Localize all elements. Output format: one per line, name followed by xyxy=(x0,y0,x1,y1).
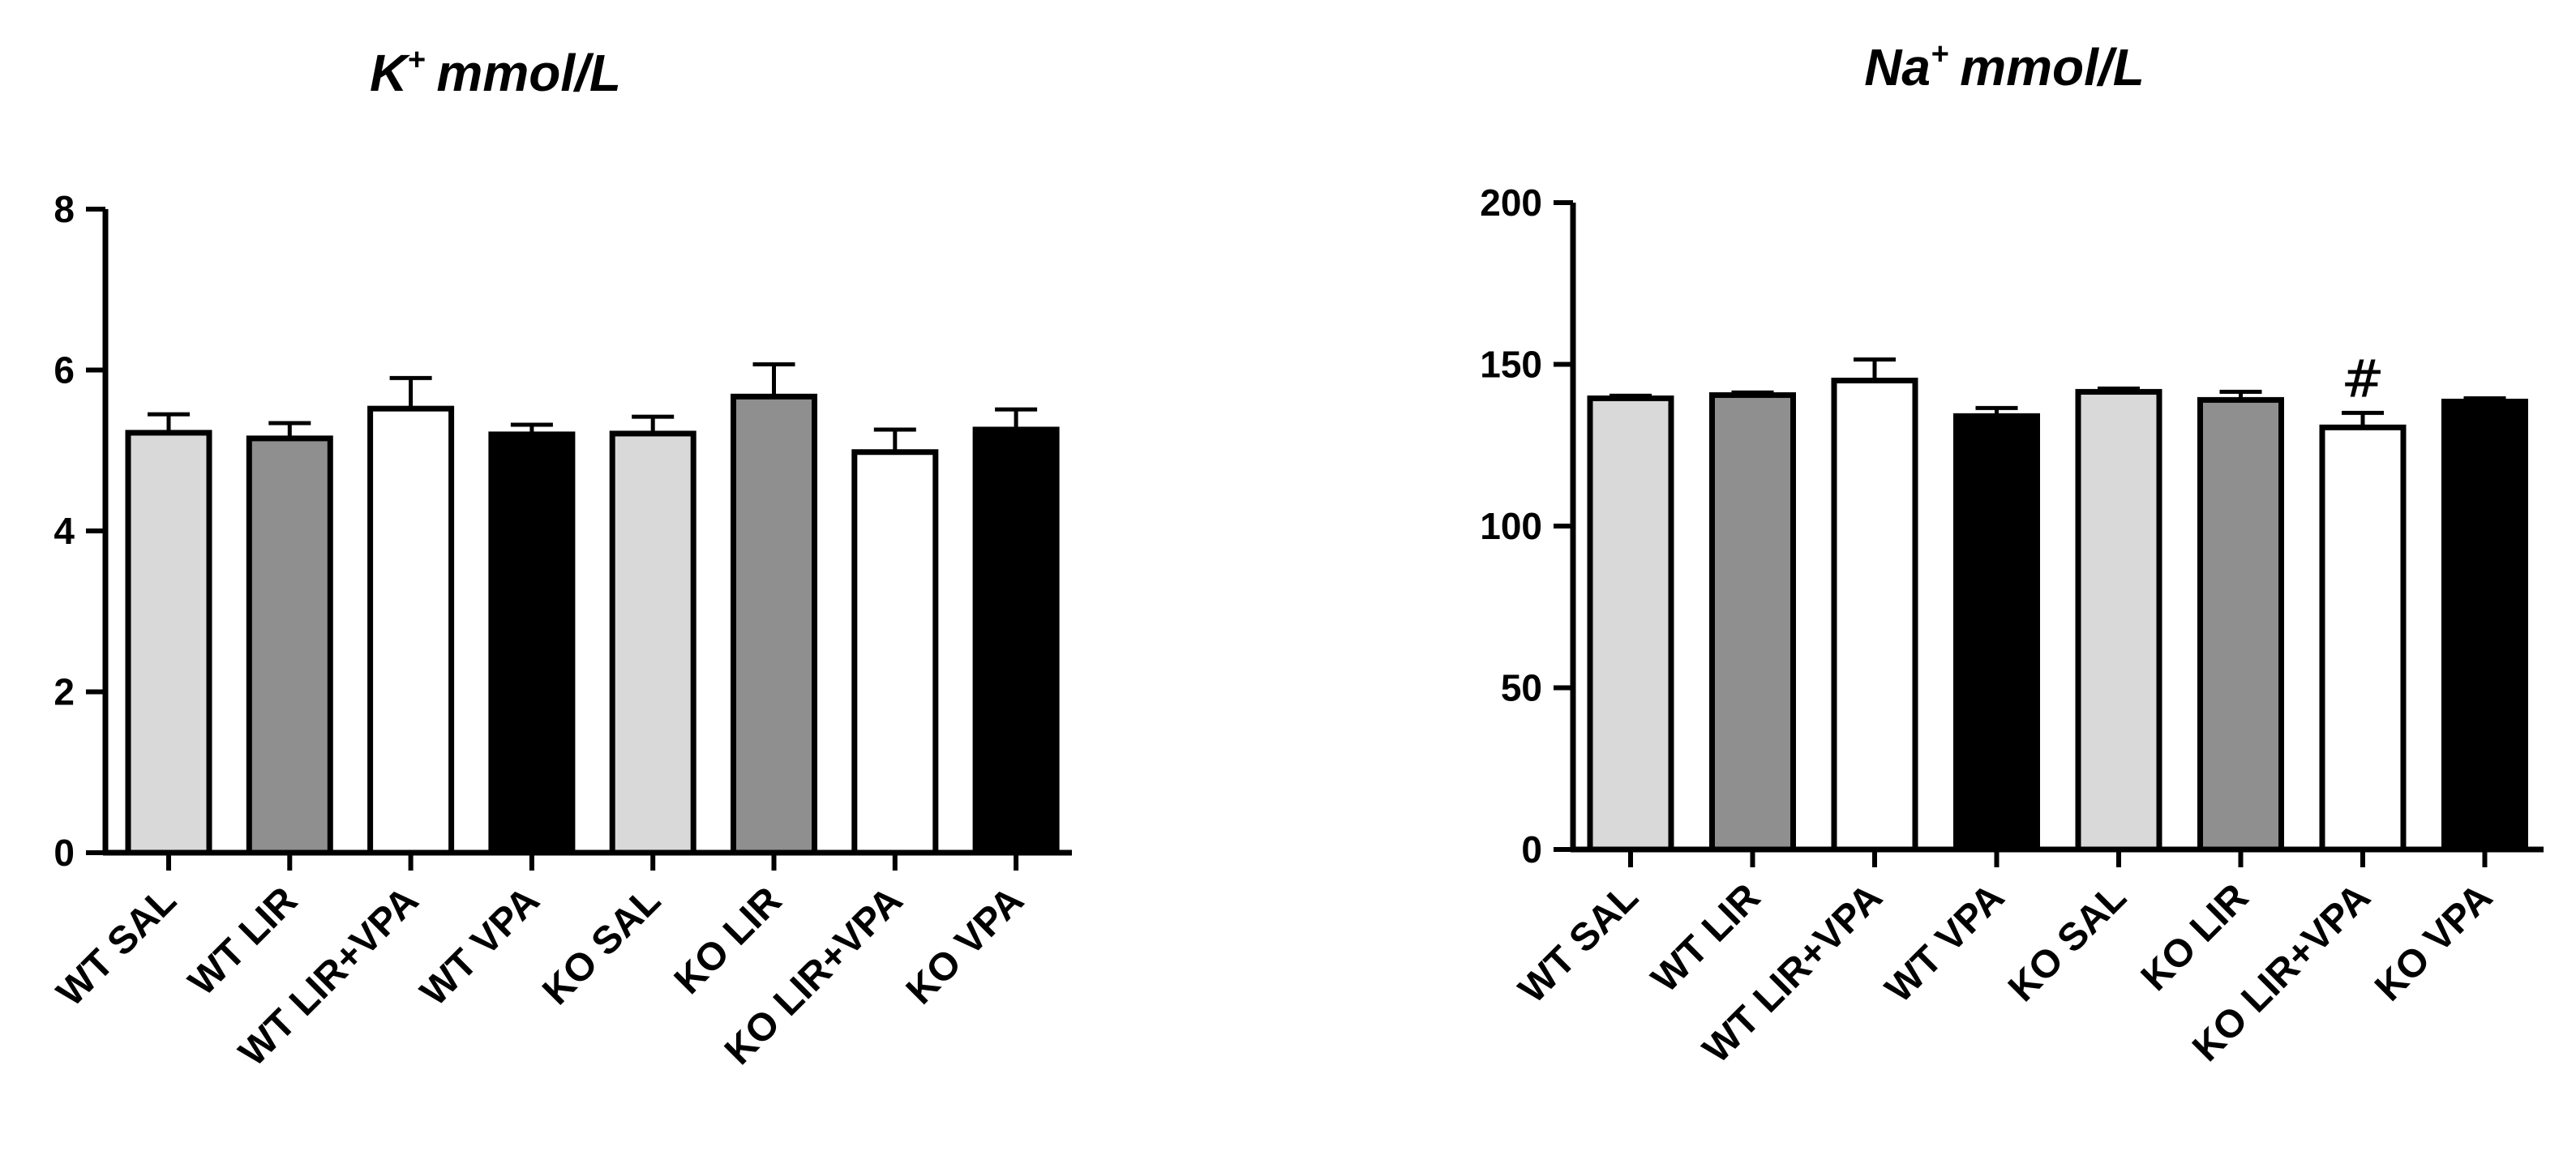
na-bar xyxy=(2075,388,2162,853)
k-y-tick-label: 2 xyxy=(54,671,75,713)
na-bar xyxy=(2319,424,2407,853)
k-category-label: KO SAL xyxy=(534,879,669,1013)
k-bar xyxy=(731,393,817,856)
k-bar xyxy=(851,449,939,856)
k-title-ion: K xyxy=(370,44,411,102)
k-bar xyxy=(609,430,697,856)
na-chart-title: Na+ mmol/L xyxy=(1864,37,2145,96)
na-bar xyxy=(1709,392,1796,853)
k-category-label: KO LIR xyxy=(667,879,790,1002)
na-significance-annotation: # xyxy=(2341,349,2385,409)
na-title-ion: Na xyxy=(1864,38,1931,96)
k-bar xyxy=(972,426,1060,856)
k-title-unit: mmol/L xyxy=(436,44,621,102)
na-category-label: WT SAL xyxy=(1511,875,1647,1012)
k-bar xyxy=(125,430,212,856)
k-y-tick-label: 0 xyxy=(54,832,75,874)
na-title-unit: mmol/L xyxy=(1960,38,2145,96)
na-bar xyxy=(2197,396,2284,853)
na-category-label: WT LIR xyxy=(1644,875,1768,1000)
k-y-tick-label: 4 xyxy=(54,510,75,552)
na-title-charge: + xyxy=(1931,37,1948,71)
k-bar xyxy=(246,435,333,856)
k-y-tick-label: 6 xyxy=(54,349,75,392)
na-y-tick-label: 50 xyxy=(1501,667,1542,709)
na-category-label: KO LIR xyxy=(2133,875,2257,999)
na-y-tick-label: 150 xyxy=(1480,344,1542,386)
k-bar xyxy=(367,405,455,856)
k-y-tick-label: 8 xyxy=(54,188,75,230)
na-y-tick-label: 200 xyxy=(1480,182,1542,224)
k-category-label: KO VPA xyxy=(898,879,1032,1012)
k-title-charge: + xyxy=(407,43,425,77)
na-bar xyxy=(1953,413,2040,853)
k-category-label: WT LIR xyxy=(181,879,306,1003)
na-category-label: WT VPA xyxy=(1877,875,2012,1011)
na-bar xyxy=(2441,398,2528,853)
k-category-label: WT SAL xyxy=(49,879,185,1015)
na-category-label: KO VPA xyxy=(2367,875,2501,1009)
k-category-label: WT VPA xyxy=(413,879,548,1014)
na-y-tick-label: 0 xyxy=(1521,828,1542,871)
na-y-tick-label: 100 xyxy=(1480,505,1542,547)
k-chart-title: K+ mmol/L xyxy=(370,43,621,102)
na-bar xyxy=(1587,395,1674,853)
k-bar xyxy=(488,431,576,856)
na-bar xyxy=(1831,377,1918,853)
na-category-label: KO SAL xyxy=(2000,875,2135,1010)
